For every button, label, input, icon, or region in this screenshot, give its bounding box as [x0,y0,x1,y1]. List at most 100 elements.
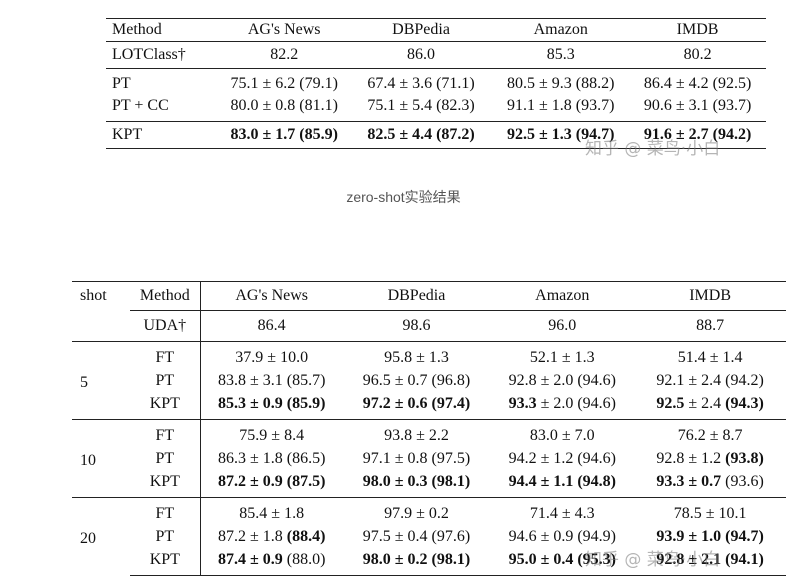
table2-header-dbpedia: DBPedia [342,281,491,311]
table2-cell: 94.2 ± 1.2 (94.6) [490,447,634,470]
watermark: 知乎 @ 菜鸟·小白 [585,139,721,159]
table2-cell: 92.5 ± 2.4 (94.3) [634,392,786,420]
table1-method: PT + CC [112,97,169,114]
table2-cell: 98.0 ± 0.3 (98.1) [343,470,491,498]
table2-cell: 97.2 ± 0.6 (97.4) [343,392,491,420]
table2-method: FT [129,497,201,525]
table2-cell: 93.9 ± 1.0 (94.7) [634,525,786,548]
table2-cell-text: ± 2.0 (94.6) [536,395,616,412]
table2-cell: 85.4 ± 1.8 [199,497,343,525]
table2-header-shot: shot [72,281,130,311]
table2-cell: 92.1 ± 2.4 (94.2) [634,369,786,392]
table2-cell-bold: 94.4 ± 1.1 (94.8) [508,473,616,490]
table2-cell-text: 83.0 ± 7.0 [529,427,595,444]
table2-cell: 78.5 ± 10.1 [634,497,786,525]
table2-cell-text: 75.9 ± 8.4 [239,427,305,444]
table2-cell-bold: 93.3 [508,395,537,412]
table1-cell: 86.4 ± 4.2 (92.5) [629,68,766,95]
table1-cell: 80.5 ± 9.3 (88.2) [492,68,630,95]
table2-shot: 20 [72,497,130,576]
table2-cell-text: (93.6) [721,473,764,490]
table1-cell-bold: 92.5 ± 1.3 [507,126,572,143]
table2-row: KPT 87.4 ± 0.9 (88.0) 98.0 ± 0.2 (98.1) 95.… [72,548,786,576]
table2-cell-bold: (93.8) [725,450,764,467]
table2-cell-text: 78.5 ± 10.1 [673,505,747,522]
table1-cell: 92.5 ± 1.3 (94.7) [492,121,630,149]
table2-cell: 93.3 ± 0.7 (93.6) [634,470,786,498]
table2-method: FT [129,341,201,369]
table2-cell-text: 76.2 ± 8.7 [677,427,743,444]
table2-cell-text: 97.9 ± 0.2 [384,505,449,522]
table2-cell: 52.1 ± 1.3 [490,341,635,369]
table2-row: KPT 87.2 ± 0.9 (87.5) 98.0 ± 0.3 (98.1) 94.… [72,470,786,498]
table1-cell: 75.1 ± 5.4 (82.3) [367,97,475,114]
table1-header-agnews: AG's News [218,18,350,42]
table2-cell-bold: 92.5 [656,395,685,412]
table2-cell: 92.8 ± 2.1 (94.1) [634,548,786,576]
table1-cell-bold: (87.2) [436,126,475,143]
table2-row: KPT 85.3 ± 0.9 (85.9) 97.2 ± 0.6 (97.4) 93.… [72,392,786,420]
zero-shot-caption: zero-shot实验结果 [346,189,461,205]
table1-cell: 80.2 [629,41,766,69]
table2-row: 10 FT 75.9 ± 8.4 93.8 ± 2.2 83.0 ± 7.0 76.2 ±… [72,419,786,498]
table2-method: KPT [149,395,180,412]
table2-cell-bold: 85.3 ± 0.9 (85.9) [217,395,326,412]
table2-cell-text: 96.5 ± 0.7 (96.8) [362,372,471,389]
table2-cell-text: 97.5 ± 0.4 (97.6) [362,528,471,545]
table2-cell-bold: 97.2 ± 0.6 (97.4) [362,395,471,412]
table2-shot: 5 [72,341,130,420]
table2-row: PT 86.3 ± 1.8 (86.5) 97.1 ± 0.8 (97.5) 94.2… [72,447,786,470]
table2-header-imdb: IMDB [634,281,786,311]
table1-header-dbpedia: DBPedia [349,18,493,42]
table2-header-amazon: Amazon [490,281,635,311]
table2-cell: 92.8 ± 2.0 (94.6) [490,369,634,392]
table2-method: PT [155,372,175,389]
table1-cell: 91.1 ± 1.8 (93.7) [507,97,615,114]
table2-cell: 83.0 ± 7.0 [490,419,635,447]
table2-cell: 97.9 ± 0.2 [342,497,491,525]
table2-cell: 87.4 ± 0.9 (88.0) [199,548,343,576]
table2-cell-text: 83.8 ± 3.1 (85.7) [217,372,326,389]
table2-method: UDA† [129,310,201,342]
table2-cell-bold: 92.8 ± 2.1 (94.1) [656,551,764,568]
table2-cell-text: 94.2 ± 1.2 (94.6) [508,450,616,467]
table2-method: PT [155,450,175,467]
table2-cell: 71.4 ± 4.3 [490,497,635,525]
table2-header-method: Method [129,281,201,311]
table1-cell-bold: (94.2) [712,126,752,143]
watermark: 知乎 @ 菜鸟·小白 [585,550,721,570]
table2-cell-text: 92.8 ± 1.2 [656,450,726,467]
table2-cell: 88.7 [634,310,786,342]
table1-cell-bold: 91.6 ± 2.7 [643,126,709,143]
table2-row: 5 FT 37.9 ± 10.0 95.8 ± 1.3 52.1 ± 1.3 51.4 ±… [72,341,786,420]
table1-cell: 86.0 [349,41,493,69]
table1-method: KPT [106,121,219,149]
table1-cell-bold: (94.7) [575,126,615,143]
table1-method: LOTClass† [106,41,219,69]
table2-cell-text: (88.0) [282,551,326,568]
table2-shot-empty [72,311,130,342]
table2-header-agnews: AG's News [199,281,343,311]
table2-cell-text: 85.4 ± 1.8 [239,505,305,522]
table2-cell-bold: (88.4) [286,528,326,545]
table1-method: PT [106,68,219,95]
table2-method: KPT [129,548,201,576]
table2-cell: 97.5 ± 0.4 (97.6) [343,525,491,548]
table2-cell-text: 87.2 ± 1.8 [217,528,287,545]
table2-cell: 87.2 ± 1.8 (88.4) [199,525,343,548]
table2-cell-text: 92.1 ± 2.4 (94.2) [656,372,764,389]
table2-method: PT [155,528,175,545]
table2-method: KPT [149,473,180,490]
table1-cell: 82.5 ± 4.4 (87.2) [349,121,493,149]
table2-cell: 98.0 ± 0.2 (98.1) [342,548,491,576]
table2-cell-text: 97.1 ± 0.8 (97.5) [362,450,471,467]
table2-cell: 83.8 ± 3.1 (85.7) [199,369,343,392]
table1-header-amazon: Amazon [492,18,630,42]
table2-cell: 95.0 ± 0.4 (95.3) [490,548,635,576]
table2-cell-text: 37.9 ± 10.0 [235,349,309,366]
table2-groups: 5 FT 37.9 ± 10.0 95.8 ± 1.3 52.1 ± 1.3 51.4 ±… [72,341,786,576]
table2-header-row: shot Method AG's News DBPedia Amazon IMD… [72,281,786,311]
table1-header-imdb: IMDB [629,18,766,42]
table2-cell: 98.6 [342,310,491,342]
table2-row: PT 83.8 ± 3.1 (85.7) 96.5 ± 0.7 (96.8) 92.8… [72,369,786,392]
